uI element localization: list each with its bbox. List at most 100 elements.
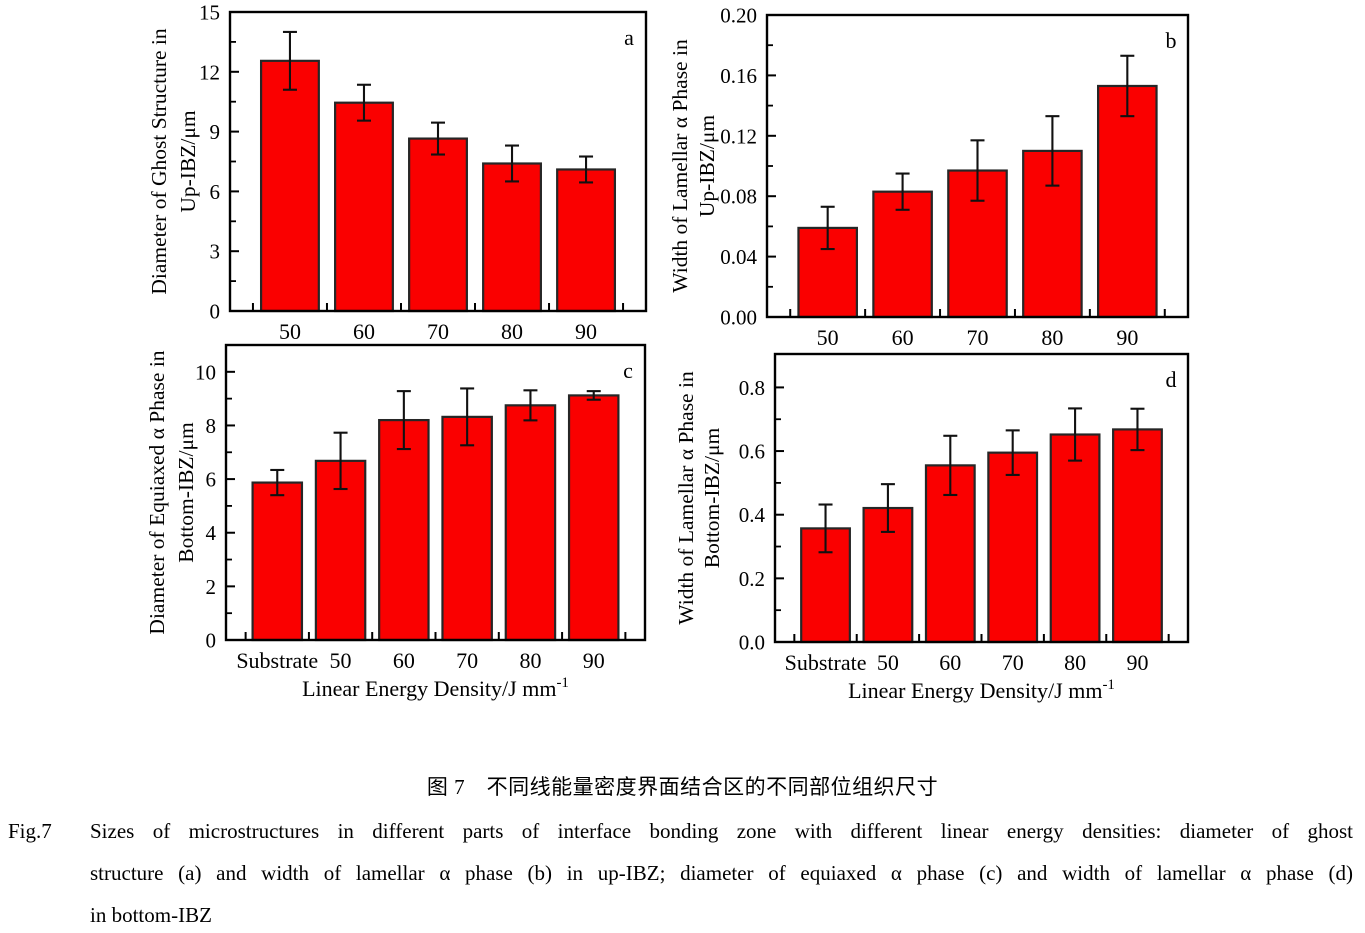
caption-line-2: structure (a) and width of lamellar α ph… xyxy=(90,861,1353,885)
error-bar xyxy=(1005,429,1020,476)
error-bar xyxy=(396,390,411,451)
y-tick-label: 8 xyxy=(206,414,217,438)
bar-d-80 xyxy=(1049,433,1101,644)
error-bar xyxy=(818,503,833,554)
error-bar xyxy=(333,431,348,491)
x-tick-label: 70 xyxy=(456,648,478,673)
y-tick-label: 0.04 xyxy=(720,245,757,269)
bar-a-90 xyxy=(556,168,617,313)
bar-a-70 xyxy=(408,137,468,313)
x-tick-label: 60 xyxy=(939,650,961,675)
y-tick-label: 2 xyxy=(206,575,217,599)
error-bar xyxy=(943,434,958,497)
caption-fig-number: Fig.7 xyxy=(8,819,52,843)
y-tick-label: 4 xyxy=(206,521,217,545)
caption-line-1: Sizes of microstructures in different pa… xyxy=(90,819,1353,843)
bar-d-90 xyxy=(1112,428,1163,644)
y-axis-label: Bottom-IBZ/μm xyxy=(174,422,198,563)
x-tick-label: 70 xyxy=(1002,650,1024,675)
y-tick-label: 9 xyxy=(210,120,221,144)
y-tick-label: 6 xyxy=(210,180,221,204)
y-tick-label: 10 xyxy=(195,360,216,384)
x-tick-label: 60 xyxy=(892,325,914,350)
y-tick-label: 0.4 xyxy=(739,503,766,527)
error-bar xyxy=(586,390,601,401)
plot-border xyxy=(765,13,1190,319)
error-bar xyxy=(282,30,297,91)
y-tick-label: 0 xyxy=(206,629,217,653)
bar-d-70 xyxy=(987,451,1039,644)
y-tick-label: 0.00 xyxy=(720,306,757,330)
y-tick-label: 0.2 xyxy=(739,567,765,591)
chart-d: 0.0 0.2 0.4 0.6 0.8 Substrate 50 60 70 80 90 d Width… xyxy=(674,352,1190,703)
y-tick-label: 12 xyxy=(199,60,220,84)
bar-c-80 xyxy=(504,404,557,642)
bar-c-50 xyxy=(314,459,367,642)
caption-english: Fig.7 Sizes of microstructures in differ… xyxy=(8,810,1353,933)
plot-border xyxy=(228,10,648,313)
caption-chinese: 图 7 不同线能量密度界面结合区的不同部位组织尺寸 xyxy=(426,775,939,799)
plot-border xyxy=(773,352,1190,644)
y-axis-label: Up-IBZ/μm xyxy=(176,110,200,213)
error-bar xyxy=(270,468,285,497)
error-bar xyxy=(505,144,520,183)
chart-b: 0.00 0.04 0.08 0.12 0.16 0.20 50 60 70 80 90 b Width… xyxy=(668,4,1190,350)
y-tick-label: 0.0 xyxy=(739,631,765,655)
panel-letter-b: b xyxy=(1166,28,1177,53)
chart-a: 0 3 6 9 12 15 50 60 70 80 90 a Diameter of Ghost Str… xyxy=(147,1,648,344)
y-axis-label: Diameter of Equiaxed α Phase in xyxy=(145,350,169,634)
error-bar xyxy=(895,172,910,211)
x-axis-label: Linear Energy Density/J mm-1 xyxy=(848,677,1115,703)
bar-c-60 xyxy=(378,418,430,642)
y-tick-label: 15 xyxy=(199,1,220,25)
y-axis-label: Diameter of Ghost Structure in xyxy=(147,28,171,295)
x-tick-label: 50 xyxy=(330,648,352,673)
y-tick-label: 0 xyxy=(210,300,221,324)
y-tick-label: 0.16 xyxy=(720,64,757,88)
error-bar xyxy=(1120,54,1135,118)
x-tick-label: 50 xyxy=(817,325,839,350)
bar-c-Substrate xyxy=(251,481,304,642)
y-axis-label: Width of Lamellar α Phase in xyxy=(668,39,692,293)
error-bar xyxy=(1045,115,1060,187)
x-tick-label: 90 xyxy=(1116,325,1138,350)
y-tick-label: 6 xyxy=(206,468,217,492)
x-tick-label: 80 xyxy=(1041,325,1063,350)
bar-c-90 xyxy=(567,394,620,642)
panel-letter-c: c xyxy=(623,358,633,383)
y-tick-label: 0.6 xyxy=(739,440,765,464)
y-axis-label: Width of Lamellar α Phase in xyxy=(674,371,698,625)
bar-b-90 xyxy=(1097,84,1158,319)
x-tick-label: Substrate xyxy=(785,650,867,675)
y-tick-label: 0.12 xyxy=(720,124,757,148)
x-tick-label: 70 xyxy=(967,325,989,350)
x-axis-label: Linear Energy Density/J mm-1 xyxy=(302,675,569,701)
error-bar xyxy=(970,139,985,202)
error-bar xyxy=(1068,407,1083,462)
x-tick-label: 80 xyxy=(1064,650,1086,675)
bar-c-70 xyxy=(441,415,493,642)
x-tick-label: 50 xyxy=(877,650,899,675)
x-tick-label: 90 xyxy=(575,319,597,344)
bar-a-80 xyxy=(482,162,542,313)
x-tick-label: Substrate xyxy=(236,648,318,673)
error-bar xyxy=(820,205,835,251)
bar-a-60 xyxy=(334,101,394,313)
x-tick-label: 80 xyxy=(519,648,541,673)
x-tick-label: 90 xyxy=(1126,650,1148,675)
error-bar xyxy=(1130,407,1145,452)
error-bar xyxy=(460,387,475,447)
error-bar xyxy=(579,155,594,184)
y-axis-label: Up-IBZ/μm xyxy=(695,115,719,218)
x-tick-label: 70 xyxy=(427,319,449,344)
x-tick-label: 90 xyxy=(583,648,605,673)
y-axis-label: Bottom-IBZ/μm xyxy=(700,427,724,568)
y-tick-label: 0.8 xyxy=(739,376,765,400)
x-tick-label: 80 xyxy=(501,319,523,344)
caption-line-3: in bottom-IBZ xyxy=(90,903,212,927)
chart-c: 0 2 4 6 8 10 Substrate 50 60 70 80 90 c Diameter of E… xyxy=(145,343,647,701)
error-bar xyxy=(356,83,371,122)
x-tick-label: 50 xyxy=(279,319,301,344)
y-tick-label: 0.20 xyxy=(720,4,757,28)
